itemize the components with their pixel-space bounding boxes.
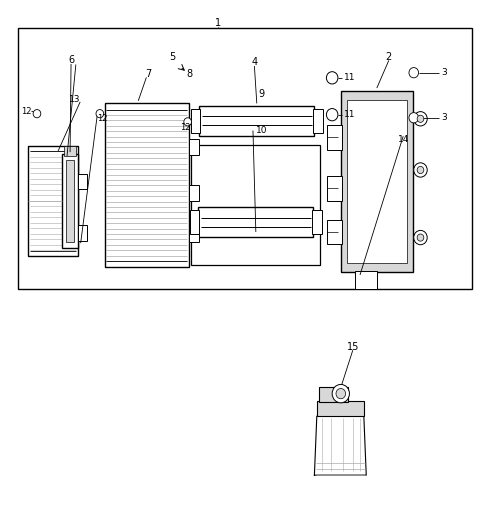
Circle shape — [414, 112, 427, 126]
Text: 3: 3 — [441, 113, 447, 122]
Text: 4: 4 — [252, 57, 257, 68]
Text: 5: 5 — [169, 52, 176, 62]
Text: 14: 14 — [397, 135, 409, 144]
Circle shape — [417, 115, 424, 122]
Bar — [198, 207, 313, 237]
Bar — [312, 210, 322, 234]
Text: 13: 13 — [69, 95, 80, 104]
Circle shape — [332, 385, 349, 403]
Text: 1: 1 — [216, 17, 221, 28]
Circle shape — [417, 234, 424, 241]
Circle shape — [96, 110, 104, 118]
Circle shape — [414, 163, 427, 177]
Bar — [105, 103, 189, 267]
Bar — [190, 210, 199, 234]
Text: 9: 9 — [259, 89, 264, 99]
Bar — [319, 388, 348, 402]
Text: 12: 12 — [180, 123, 191, 133]
Bar — [62, 154, 78, 248]
Bar — [327, 220, 342, 244]
Bar — [28, 146, 78, 256]
Text: 2: 2 — [385, 52, 392, 62]
Bar — [64, 146, 76, 156]
Bar — [66, 160, 74, 242]
Bar — [327, 125, 342, 150]
Circle shape — [409, 113, 419, 123]
Text: 15: 15 — [347, 342, 359, 352]
Text: 11: 11 — [344, 110, 355, 119]
Text: 10: 10 — [256, 126, 267, 135]
Bar — [199, 106, 314, 136]
Bar — [18, 28, 472, 289]
Bar — [189, 185, 199, 201]
Text: 12: 12 — [97, 114, 108, 123]
Bar — [313, 109, 323, 133]
Text: 7: 7 — [145, 69, 152, 79]
Circle shape — [184, 118, 192, 126]
Bar — [317, 401, 364, 416]
Bar — [191, 145, 320, 265]
Text: 3: 3 — [441, 68, 447, 77]
Text: 11: 11 — [344, 73, 355, 82]
Bar — [327, 176, 342, 201]
Bar — [355, 271, 377, 289]
Circle shape — [326, 109, 338, 121]
Bar — [78, 225, 87, 241]
Text: 8: 8 — [187, 69, 192, 79]
Bar — [189, 139, 199, 155]
Circle shape — [326, 72, 338, 84]
Circle shape — [336, 389, 346, 399]
Circle shape — [417, 166, 424, 174]
Bar — [189, 226, 199, 242]
Polygon shape — [314, 416, 366, 475]
Circle shape — [414, 230, 427, 245]
Circle shape — [409, 68, 419, 78]
Circle shape — [33, 110, 41, 118]
Bar — [341, 91, 413, 272]
Bar — [347, 100, 407, 263]
Text: 12: 12 — [21, 106, 32, 116]
Bar — [78, 174, 87, 189]
Bar — [191, 109, 200, 133]
Text: 6: 6 — [68, 55, 74, 66]
